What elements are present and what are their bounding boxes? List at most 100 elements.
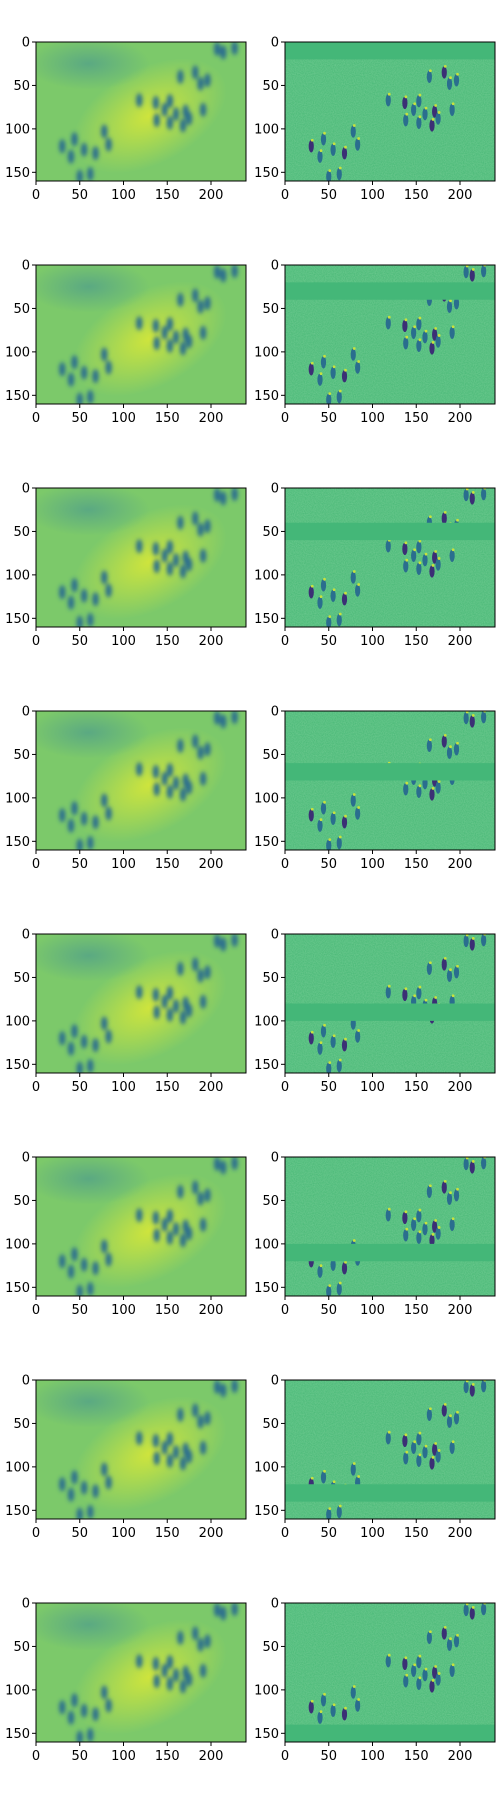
person-blob bbox=[350, 571, 356, 584]
panel-image bbox=[285, 42, 495, 181]
person-blob bbox=[67, 595, 75, 610]
person-blob bbox=[87, 1282, 94, 1296]
x-tick-label: 0 bbox=[32, 188, 40, 203]
y-tick-label: 50 bbox=[13, 1640, 30, 1655]
person-blob bbox=[166, 540, 174, 555]
people-blurred bbox=[59, 42, 238, 181]
person-blob bbox=[71, 355, 78, 370]
person-blob bbox=[166, 317, 174, 332]
person-blob bbox=[416, 1677, 422, 1690]
person-blob bbox=[152, 95, 160, 110]
person-blob bbox=[192, 511, 199, 526]
person-blob bbox=[92, 1707, 99, 1722]
person-highlight bbox=[413, 1217, 417, 1221]
person-blob bbox=[446, 300, 453, 313]
panel-image bbox=[285, 711, 495, 850]
person-blob bbox=[463, 265, 469, 279]
person-blob bbox=[320, 133, 327, 146]
person-blob bbox=[403, 782, 409, 796]
residual-texture bbox=[285, 1603, 495, 1742]
person-blob bbox=[355, 1030, 361, 1043]
person-blob bbox=[199, 102, 207, 117]
person-blob bbox=[87, 1059, 94, 1073]
person-blob bbox=[416, 1209, 422, 1223]
person-highlight bbox=[449, 299, 452, 303]
person-blob bbox=[416, 1432, 422, 1446]
person-highlight bbox=[332, 588, 336, 592]
person-highlight bbox=[405, 558, 409, 562]
person-blob bbox=[92, 592, 99, 607]
person-blob bbox=[161, 1217, 168, 1232]
x-tick-label: 100 bbox=[360, 1303, 385, 1318]
x-tick-label: 0 bbox=[281, 188, 289, 203]
person-blob bbox=[204, 965, 211, 980]
panel-image bbox=[36, 1157, 246, 1296]
person-blob bbox=[101, 347, 108, 362]
x-tick-label: 200 bbox=[448, 1080, 473, 1095]
person-highlight bbox=[310, 138, 314, 142]
person-blob bbox=[320, 1025, 327, 1038]
person-blob bbox=[213, 265, 221, 279]
person-blob bbox=[177, 1630, 184, 1645]
person-blob bbox=[105, 583, 112, 598]
person-blob bbox=[166, 338, 174, 353]
axes-frame bbox=[284, 933, 496, 1074]
y-tick-label: 50 bbox=[13, 1194, 30, 1209]
person-highlight bbox=[332, 365, 336, 369]
person-highlight bbox=[413, 102, 417, 106]
person-highlight bbox=[404, 95, 408, 99]
person-blob bbox=[177, 69, 184, 84]
person-blob bbox=[435, 112, 441, 125]
person-blob bbox=[469, 938, 475, 951]
y-tick-label: 100 bbox=[5, 345, 30, 360]
axes-frame bbox=[284, 264, 496, 405]
panel-residual: 0 50 100 150 200 0 50 100 150 bbox=[254, 259, 496, 426]
person-blob bbox=[350, 348, 356, 361]
person-blob bbox=[179, 787, 187, 802]
person-blob bbox=[416, 1231, 422, 1244]
axes-frame bbox=[35, 1602, 247, 1743]
person-highlight bbox=[338, 835, 342, 839]
person-blob bbox=[152, 987, 160, 1002]
person-blob bbox=[463, 1380, 469, 1394]
person-blob bbox=[385, 540, 391, 553]
person-blob bbox=[402, 319, 408, 333]
person-blob bbox=[92, 369, 99, 384]
y-tick-label: 150 bbox=[254, 389, 279, 404]
person-blob bbox=[177, 292, 184, 307]
x-tick-label: 200 bbox=[199, 634, 224, 649]
person-blob bbox=[402, 1211, 408, 1225]
person-blob bbox=[213, 42, 221, 56]
person-blob bbox=[87, 390, 94, 404]
person-highlight bbox=[449, 745, 452, 749]
person-highlight bbox=[456, 1187, 459, 1191]
person-highlight bbox=[344, 1260, 347, 1264]
person-blob bbox=[177, 961, 184, 976]
person-highlight bbox=[352, 347, 356, 350]
person-blob bbox=[411, 1664, 417, 1677]
person-blob bbox=[341, 1262, 348, 1275]
person-blob bbox=[426, 739, 432, 752]
x-tick-label: 100 bbox=[360, 1526, 385, 1541]
person-blob bbox=[197, 76, 204, 91]
panel-blurred: 0 50 100 150 200 0 50 100 150 bbox=[5, 1151, 247, 1318]
person-blob bbox=[59, 1700, 66, 1715]
person-highlight bbox=[328, 1061, 332, 1065]
y-tick-label: 0 bbox=[271, 705, 279, 720]
person-blob bbox=[87, 167, 94, 181]
person-blob bbox=[435, 1673, 441, 1686]
person-blob bbox=[153, 1674, 160, 1689]
person-blob bbox=[185, 1003, 193, 1018]
person-blob bbox=[161, 548, 168, 563]
person-blob bbox=[355, 138, 361, 151]
x-tick-label: 150 bbox=[404, 857, 429, 872]
person-blob bbox=[213, 711, 221, 725]
person-blob bbox=[59, 585, 66, 600]
person-highlight bbox=[471, 491, 475, 494]
y-tick-label: 100 bbox=[254, 1460, 279, 1475]
y-tick-label: 0 bbox=[271, 1597, 279, 1612]
person-blob bbox=[76, 392, 83, 404]
person-blob bbox=[402, 1434, 408, 1448]
shade-region bbox=[36, 711, 150, 759]
person-blob bbox=[463, 934, 469, 948]
